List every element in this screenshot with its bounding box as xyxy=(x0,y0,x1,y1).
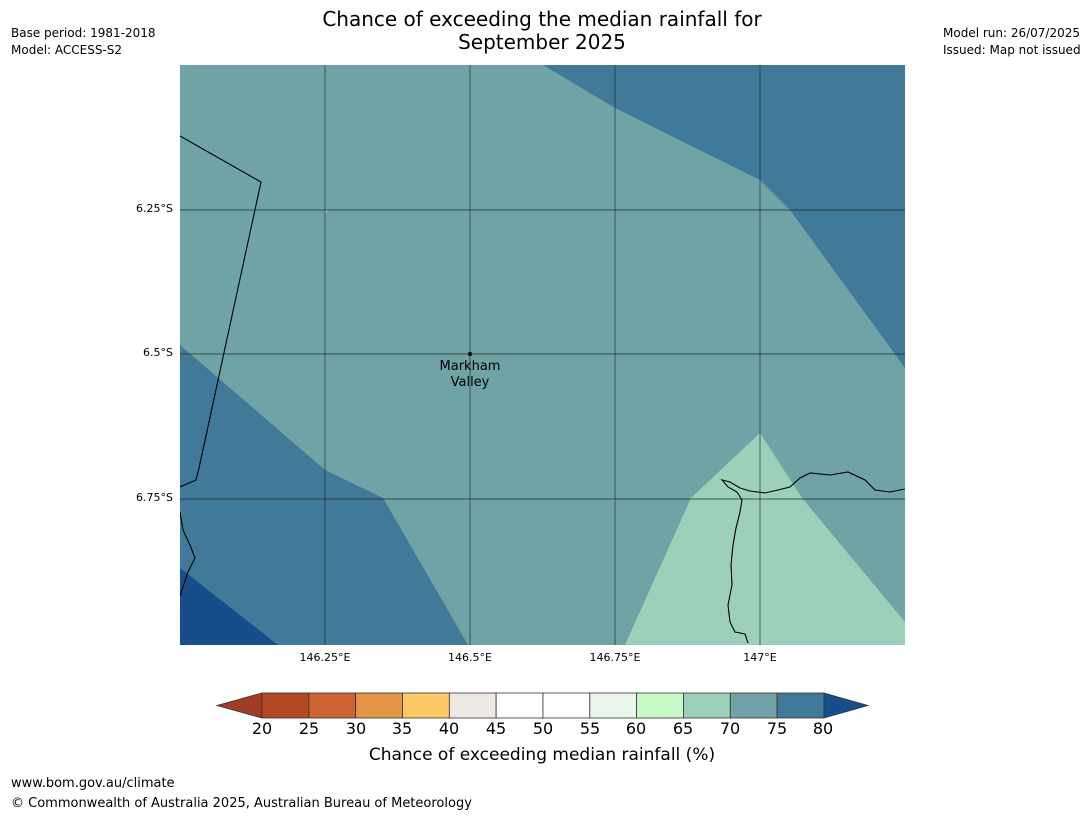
lon-label-1: 146.25°E xyxy=(299,651,351,664)
colorbar-tick-label: 30 xyxy=(345,719,367,738)
issued-text: Issued: Map not issued xyxy=(943,43,1081,57)
place-label-line-2: Valley xyxy=(450,375,490,390)
colorbar-tick-label: 80 xyxy=(812,719,834,738)
map-title: Chance of exceeding the median rainfall … xyxy=(292,8,792,54)
colorbar-tick-label: 60 xyxy=(625,719,647,738)
colorbar-tick-label: 55 xyxy=(579,719,601,738)
graticule xyxy=(180,65,905,645)
coast-west xyxy=(180,511,196,597)
place-label: Markham Valley xyxy=(420,359,520,391)
base-period-text: Base period: 1981-2018 xyxy=(11,26,156,40)
colorbar-tick-label: 50 xyxy=(532,719,554,738)
lat-label-3: 6.75°S xyxy=(136,491,173,504)
colorbar-label: Chance of exceeding median rainfall (%) xyxy=(368,745,716,765)
colorbar-tick-label: 45 xyxy=(485,719,507,738)
run-info-right: Model run: 26/07/2025 Issued: Map not is… xyxy=(943,25,1081,59)
colorbar-tick-label: 65 xyxy=(672,719,694,738)
colorbar-tick-label: 75 xyxy=(766,719,788,738)
model-run-text: Model run: 26/07/2025 xyxy=(943,26,1081,40)
colorbar-tick-label: 20 xyxy=(251,719,273,738)
contour-65-70 xyxy=(625,433,905,645)
lat-label-1: 6.25°S xyxy=(136,202,173,215)
contour-80-plus xyxy=(180,568,278,645)
place-label-line-1: Markham xyxy=(439,359,501,374)
coast-east xyxy=(720,471,905,644)
border-line xyxy=(180,135,262,488)
location-marker xyxy=(468,352,472,356)
colorbar-tick-label: 70 xyxy=(719,719,741,738)
map-title-line-2: September 2025 xyxy=(458,30,626,54)
run-info-left: Base period: 1981-2018 Model: ACCESS-S2 xyxy=(11,25,156,59)
colorbar-tick-label: 40 xyxy=(438,719,460,738)
footer-url: www.bom.gov.au/climate xyxy=(11,776,175,791)
contour-75-80-northeast xyxy=(543,65,905,368)
model-text: Model: ACCESS-S2 xyxy=(11,43,123,57)
map-title-line-1: Chance of exceeding the median rainfall … xyxy=(322,7,762,31)
colorbar-tick-label: 25 xyxy=(298,719,320,738)
lon-label-4: 147°E xyxy=(743,651,777,664)
lat-label-2: 6.5°S xyxy=(143,346,173,359)
lon-label-3: 146.75°E xyxy=(589,651,641,664)
lon-label-2: 146.5°E xyxy=(448,651,492,664)
footer: www.bom.gov.au/climate © Commonwealth of… xyxy=(11,774,472,814)
colorbar-tick-label: 35 xyxy=(391,719,413,738)
footer-copyright: © Commonwealth of Australia 2025, Austra… xyxy=(11,796,472,811)
coastlines xyxy=(180,135,905,644)
contour-75-80-southwest xyxy=(180,345,468,645)
map-contours xyxy=(180,65,905,645)
